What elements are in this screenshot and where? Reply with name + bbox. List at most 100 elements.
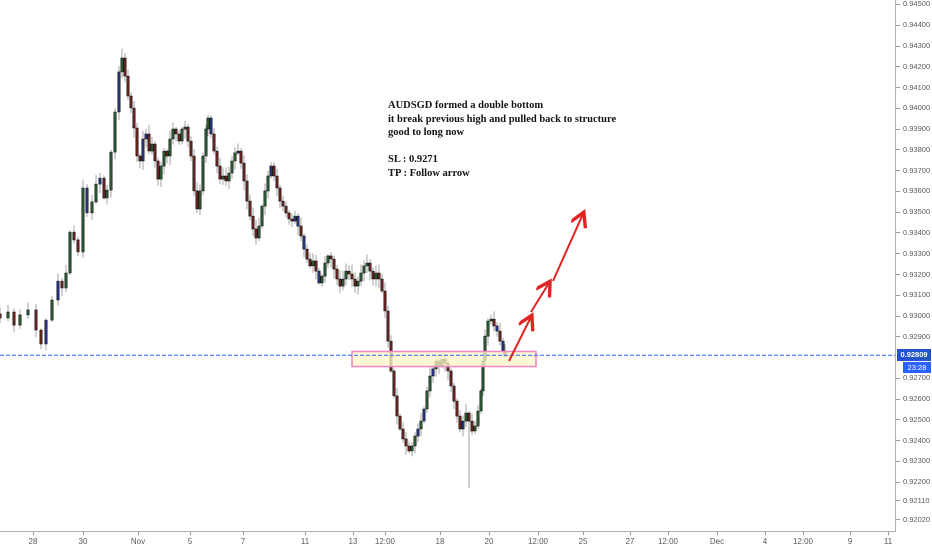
price-tick-label: 0.93100 <box>903 290 931 299</box>
candle-bodies <box>0 57 507 452</box>
price-tick <box>896 66 900 67</box>
time-tick-label: 11 <box>300 537 310 546</box>
price-tick <box>896 87 900 88</box>
time-tick-label: 12:00 <box>792 537 814 546</box>
price-tick <box>896 274 900 275</box>
countdown-timer[interactable]: 23:28 <box>903 362 931 373</box>
price-tick-label: 0.94000 <box>903 103 931 112</box>
price-tick-label: 0.93800 <box>903 145 931 154</box>
price-tick <box>896 378 900 379</box>
time-tick-label: Nov <box>130 537 146 546</box>
price-tick <box>896 399 900 400</box>
time-tick-label: 30 <box>78 537 88 546</box>
price-tick <box>896 295 900 296</box>
price-tick-label: 0.94200 <box>903 62 931 71</box>
price-tick <box>896 316 900 317</box>
time-tick <box>888 532 889 535</box>
price-tick-label: 0.93400 <box>903 228 931 237</box>
time-tick-label: 5 <box>187 537 193 546</box>
price-tick <box>896 440 900 441</box>
price-tick-label: 0.93000 <box>903 311 931 320</box>
time-tick <box>717 532 718 535</box>
time-tick <box>83 532 84 535</box>
price-tick <box>896 500 900 501</box>
price-tick <box>896 129 900 130</box>
price-tick <box>896 461 900 462</box>
note-line: AUDSGD formed a double bottom <box>388 100 544 111</box>
time-tick-label: 9 <box>847 537 853 546</box>
price-tick-label: 0.93200 <box>903 270 931 279</box>
price-tick-label: 0.92200 <box>903 477 931 486</box>
trade-note[interactable]: AUDSGD formed a double bottom it break p… <box>388 99 616 181</box>
price-tick <box>896 232 900 233</box>
time-tick <box>385 532 386 535</box>
price-tick-label: 0.93600 <box>903 186 931 195</box>
time-tick <box>138 532 139 535</box>
price-tick <box>896 253 900 254</box>
price-tick-label: 0.93500 <box>903 207 931 216</box>
price-tick-label: 0.93700 <box>903 166 931 175</box>
last-price-label[interactable]: 0.92809 <box>897 349 931 361</box>
time-tick-label: 11 <box>883 537 893 546</box>
note-line: it break previous high and pulled back t… <box>388 113 617 125</box>
price-tick <box>896 25 900 26</box>
price-tick-label: 0.92020 <box>903 515 931 524</box>
time-tick-label: 18 <box>435 537 445 546</box>
price-tick-label: 0.94500 <box>903 0 931 8</box>
trend-arrow[interactable] <box>508 214 583 362</box>
price-tick <box>896 519 900 520</box>
time-tick <box>190 532 191 535</box>
price-tick-label: 0.92400 <box>903 436 931 445</box>
time-tick-label: 12:00 <box>374 537 396 546</box>
time-axis[interactable]: 28 30 Nov 5 7 11 13 12:00 18 20 12:00 25 27 12:00 Dec 4… <box>0 531 932 550</box>
price-tick-label: 0.94100 <box>903 83 931 92</box>
price-tick <box>896 170 900 171</box>
time-tick-label: 25 <box>578 537 588 546</box>
price-tick-label: 0.92500 <box>903 415 931 424</box>
time-tick-label: 12:00 <box>527 537 549 546</box>
price-tick-label: 0.93900 <box>903 124 931 133</box>
note-line: TP : Follow arrow <box>388 167 470 179</box>
note-line <box>388 140 616 154</box>
price-tick-label: 0.92600 <box>903 394 931 403</box>
time-tick <box>850 532 851 535</box>
price-tick-label: 0.92900 <box>903 332 931 341</box>
price-tick <box>896 149 900 150</box>
time-tick-label: 13 <box>348 537 358 546</box>
time-tick <box>668 532 669 535</box>
price-tick-label: 0.94400 <box>903 20 931 29</box>
time-tick <box>803 532 804 535</box>
time-tick <box>583 532 584 535</box>
price-tick <box>896 46 900 47</box>
time-tick <box>243 532 244 535</box>
price-tick <box>896 419 900 420</box>
price-axis[interactable]: 0.92809 23:28 0.94500 0.94400 0.94300 0.942… <box>895 0 932 532</box>
price-tick-label: 0.92110 <box>903 496 930 505</box>
time-tick <box>440 532 441 535</box>
time-tick <box>353 532 354 535</box>
price-tick-label: 0.92300 <box>903 456 931 465</box>
time-tick-label: 20 <box>484 537 494 546</box>
time-tick-label: 27 <box>625 537 635 546</box>
time-tick-label: 12:00 <box>657 537 679 546</box>
price-tick-label: 0.92700 <box>903 373 931 382</box>
price-tick-label: 0.93300 <box>903 249 931 258</box>
price-tick <box>896 212 900 213</box>
note-line: good to long now <box>388 127 465 139</box>
time-tick-label: Dec <box>709 537 725 546</box>
price-tick-label: 0.94300 <box>903 41 931 50</box>
price-tick <box>896 108 900 109</box>
note-line: SL : 0.9271 <box>388 154 438 166</box>
time-tick <box>765 532 766 535</box>
time-tick-label: 28 <box>28 537 38 546</box>
price-tick <box>896 191 900 192</box>
price-tick <box>896 482 900 483</box>
time-tick <box>305 532 306 535</box>
time-tick-label: 4 <box>762 537 768 546</box>
price-tick <box>896 336 900 337</box>
time-tick <box>33 532 34 535</box>
time-tick <box>630 532 631 535</box>
support-zone-rect[interactable] <box>351 350 537 368</box>
